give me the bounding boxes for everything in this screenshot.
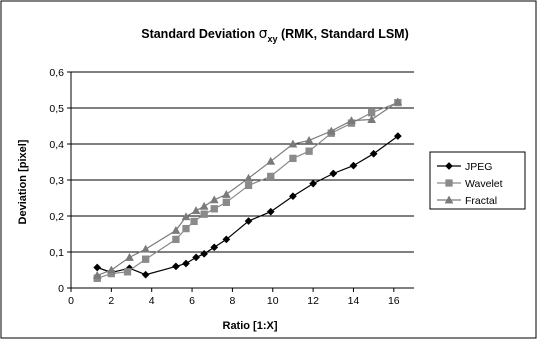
data-point-fractal	[181, 212, 191, 221]
y-tick-label: 0,2	[49, 211, 64, 223]
data-point-jpeg	[141, 270, 150, 279]
data-point-fractal	[326, 126, 336, 135]
data-point-fractal	[141, 244, 151, 253]
data-point-wavelet	[142, 255, 150, 263]
data-point-wavelet	[289, 154, 297, 163]
data-point-wavelet	[172, 235, 180, 244]
data-point-jpeg	[329, 169, 338, 178]
data-point-jpeg	[349, 161, 358, 170]
data-point-fractal	[347, 116, 356, 125]
x-tick-label: 10	[267, 295, 279, 307]
data-point-fractal	[92, 270, 102, 279]
data-point-wavelet	[305, 147, 313, 155]
data-point-jpeg	[200, 249, 209, 258]
chart-title-subscript: xy	[268, 34, 278, 44]
data-point-wavelet	[210, 205, 218, 213]
data-point-fractal	[191, 206, 201, 215]
series-wavelet	[93, 98, 402, 282]
chart-title-prefix: Standard Deviation	[141, 27, 258, 41]
data-point-jpeg	[222, 235, 231, 244]
data-point-wavelet	[222, 198, 231, 206]
legend-label-jpeg: JPEG	[465, 161, 492, 173]
y-tick-label: 0,6	[49, 67, 64, 79]
legend-item-wavelet: Wavelet	[437, 178, 503, 190]
series-jpeg	[93, 132, 402, 279]
chart-title: Standard Deviation σxy (RMK, Standard LS…	[141, 26, 409, 44]
y-tick-label: 0,1	[49, 247, 64, 259]
y-axis-label: Deviation [pixel]	[17, 139, 29, 224]
data-point-fractal	[266, 156, 276, 165]
data-point-jpeg	[192, 253, 201, 262]
data-point-fractal	[209, 195, 219, 204]
data-point-wavelet	[182, 224, 190, 233]
data-point-jpeg	[244, 217, 253, 225]
x-tick-label: 12	[307, 295, 319, 307]
data-point-jpeg	[309, 179, 318, 188]
series-layer	[92, 97, 403, 282]
data-point-fractal	[221, 189, 231, 198]
legend-marker-fractal	[444, 195, 454, 204]
legend-marker-wavelet	[445, 179, 453, 187]
data-point-fractal	[393, 97, 403, 106]
data-point-wavelet	[200, 210, 208, 218]
legend-item-fractal: Fractal	[437, 195, 497, 207]
data-point-wavelet	[190, 217, 198, 226]
data-point-fractal	[288, 139, 298, 148]
data-point-jpeg	[266, 207, 275, 216]
data-point-fractal	[171, 225, 181, 234]
chart-title-suffix: (RMK, Standard LSM)	[278, 27, 409, 41]
x-tick-label: 0	[68, 295, 74, 307]
y-tick-label: 0,3	[49, 175, 64, 187]
data-point-fractal	[304, 135, 314, 144]
data-point-fractal	[244, 173, 253, 182]
data-point-jpeg	[171, 262, 180, 271]
legend-label-wavelet: Wavelet	[465, 178, 503, 190]
x-tick-label: 6	[189, 295, 195, 307]
data-point-wavelet	[267, 172, 275, 181]
data-point-jpeg	[210, 243, 219, 252]
x-tick-label: 14	[348, 295, 360, 307]
data-point-jpeg	[393, 132, 402, 141]
y-tick-label: 0,5	[49, 103, 64, 115]
data-point-jpeg	[182, 259, 190, 268]
chart-title-symbol: σ	[259, 26, 268, 42]
data-point-wavelet	[244, 181, 253, 190]
legend-item-jpeg: JPEG	[437, 161, 492, 173]
y-tick-labels: 0 0,1 0,2 0,3 0,4 0,5 0,6	[49, 67, 64, 295]
legend: JPEG Wavelet Fractal	[429, 151, 526, 210]
legend-label-fractal: Fractal	[465, 195, 497, 207]
data-point-fractal	[125, 252, 134, 261]
y-tick-label: 0,4	[49, 139, 64, 151]
data-point-fractal	[106, 265, 116, 274]
x-tick-label: 2	[108, 295, 114, 307]
x-axis-label: Ratio [1:X]	[223, 320, 278, 332]
x-tick-labels: 0 2 4 6 8 10 12 14 16	[68, 295, 400, 307]
x-tick-label: 8	[229, 295, 235, 307]
legend-items: JPEG Wavelet Fractal	[437, 161, 503, 207]
axes	[67, 71, 414, 292]
data-point-wavelet	[123, 268, 132, 276]
series-fractal	[92, 97, 403, 279]
x-tick-label: 16	[388, 295, 400, 307]
data-point-jpeg	[369, 149, 378, 158]
x-tick-label: 4	[149, 295, 155, 307]
data-point-fractal	[199, 201, 209, 210]
grid-lines	[71, 71, 414, 253]
y-tick-label: 0	[58, 283, 64, 295]
data-point-jpeg	[288, 192, 297, 201]
legend-marker-jpeg	[445, 162, 453, 170]
data-point-fractal	[367, 115, 377, 123]
